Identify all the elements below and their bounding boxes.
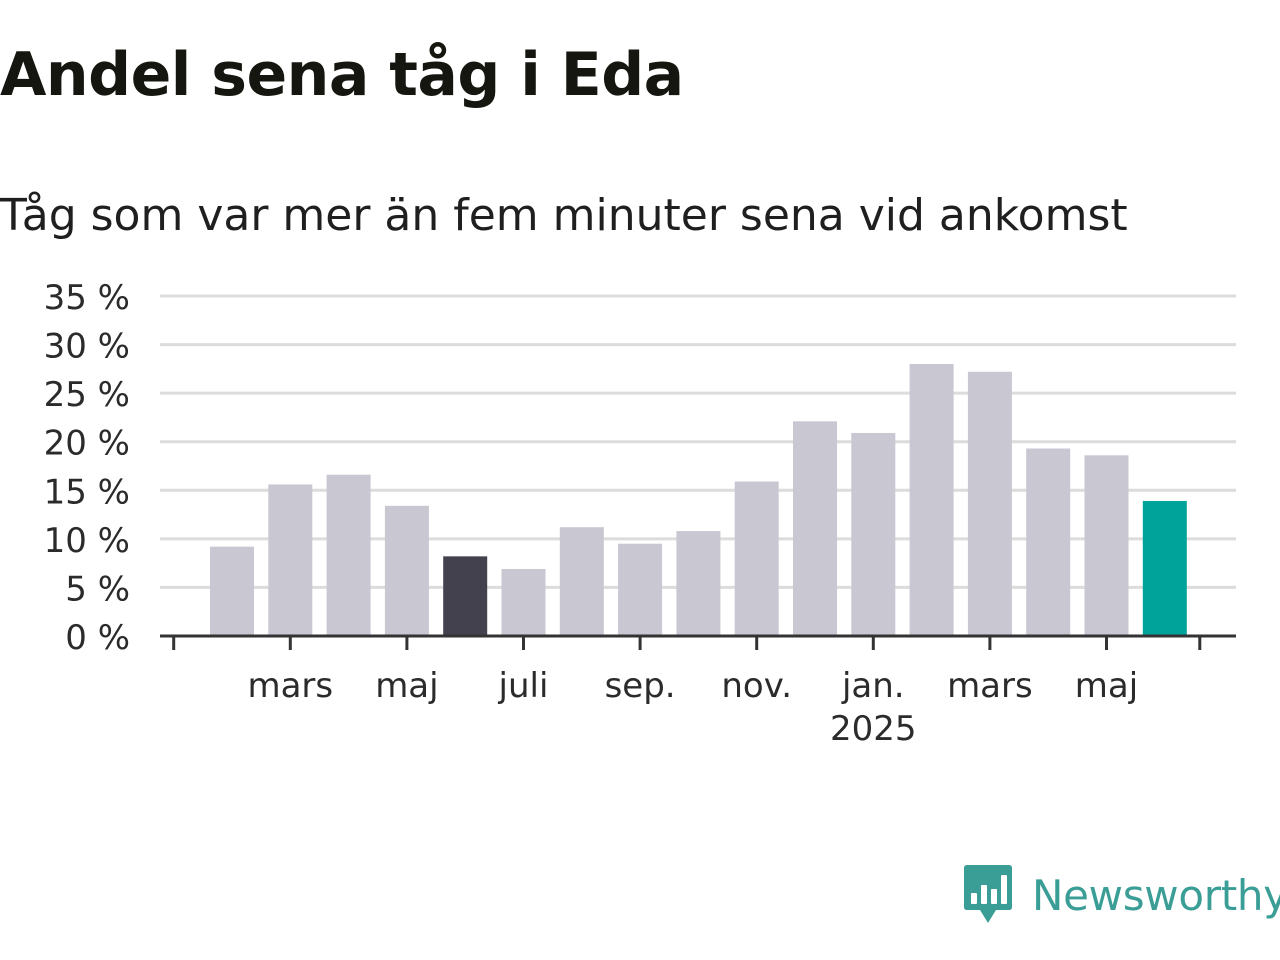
x-tick-label: mars <box>947 666 1033 706</box>
newsworthy-logo-icon <box>964 865 1012 923</box>
x-tick-label: mars <box>247 666 333 706</box>
bar-2025-02 <box>909 364 954 636</box>
bar-2024-12 <box>793 421 837 636</box>
bar-2024-10 <box>676 531 721 636</box>
y-tick-label: 15 % <box>44 472 130 512</box>
y-axis-tick-labels: 0 % 5 % 10 % 15 % 20 % 25 % 30 % 35 % <box>44 278 130 658</box>
logo-text: Newsworthy <box>1032 870 1280 920</box>
bar-2024-08 <box>559 527 604 636</box>
chart-title: Andel sena tåg i Eda <box>0 40 684 110</box>
newsworthy-logo[interactable]: Newsworthy <box>962 862 1280 928</box>
bar-2025-03 <box>967 371 1012 636</box>
x-tick-label: nov. <box>721 666 792 706</box>
y-tick-label: 30 % <box>44 327 130 367</box>
x-tick-year-label: 2025 <box>830 709 917 749</box>
bar-2024-02 <box>210 546 254 636</box>
y-tick-label: 25 % <box>44 375 130 415</box>
bar-2024-03 <box>268 484 313 636</box>
bar-2024-09 <box>618 543 663 636</box>
y-tick-label: 5 % <box>65 569 130 609</box>
bar-2024-07 <box>501 568 546 636</box>
bar-2025-01 <box>851 432 896 636</box>
x-tick-label: juli <box>498 666 549 706</box>
bar-2024-05 <box>384 505 429 636</box>
x-tick-label: maj <box>375 666 438 706</box>
chart-subtitle: Tåg som var mer än fem minuter sena vid … <box>0 190 1128 241</box>
bar-2025-06 <box>1142 500 1187 636</box>
bar-2024-04 <box>326 474 371 636</box>
x-axis-tick-labels: mars maj juli sep. nov. jan.2025 mars maj <box>247 666 1138 749</box>
bar-2024-06 <box>443 556 488 636</box>
y-tick-label: 35 % <box>44 278 130 318</box>
bar-2025-04 <box>1026 448 1071 636</box>
y-tick-label: 10 % <box>44 521 130 561</box>
x-axis <box>160 634 1236 650</box>
y-tick-label: 20 % <box>44 424 130 464</box>
bar-2025-05 <box>1084 455 1129 636</box>
x-tick-label: sep. <box>605 666 676 706</box>
bars <box>210 364 1187 636</box>
x-tick-label: maj <box>1075 666 1138 706</box>
y-tick-label: 0 % <box>65 618 130 658</box>
bar-2024-11 <box>734 481 779 636</box>
x-tick-label: jan. <box>841 666 905 706</box>
